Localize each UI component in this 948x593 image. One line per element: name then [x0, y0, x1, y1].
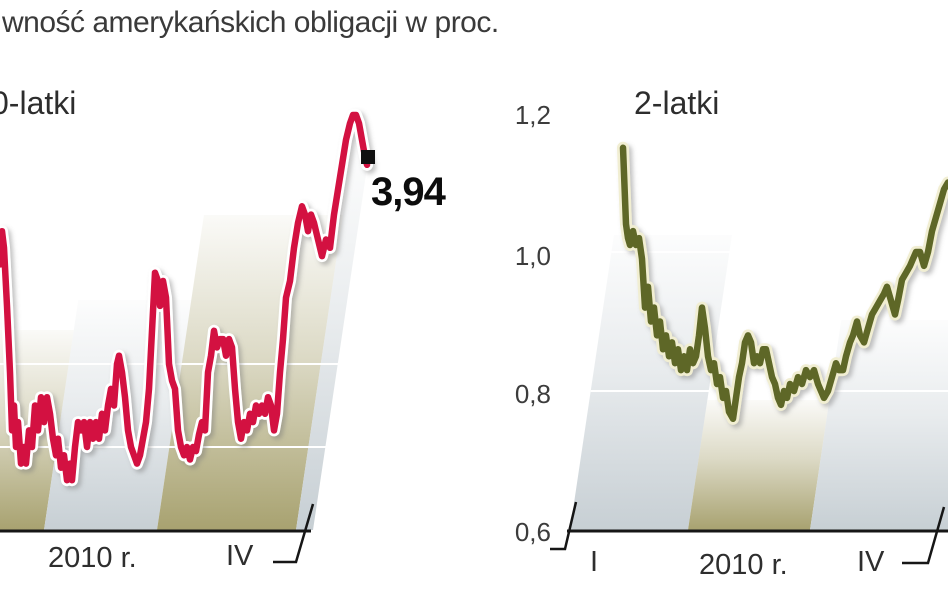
yield-line	[0, 111, 371, 484]
y-tick-0-6: 0,6	[514, 517, 551, 547]
quarter-band-gray	[44, 300, 192, 530]
x-label-year-10y: 2010 r.	[48, 542, 137, 574]
chart-title-2y: 2-latki	[634, 85, 720, 121]
x-label-quarter-i-2y: I	[590, 546, 599, 578]
x-label-year-2y: 2010 r.	[699, 549, 788, 581]
y-tick-1-2: 1,2	[514, 100, 551, 130]
quarter-band-olive	[0, 330, 74, 530]
quarter-band-gray	[810, 320, 948, 530]
quarter-band-olive	[157, 215, 343, 530]
x-label-quarter-iv-10y: IV	[226, 540, 254, 572]
axis-end-tick	[550, 501, 578, 551]
series-end-marker	[361, 150, 375, 164]
end-value-label: 3,94	[371, 170, 446, 214]
quarter-band-gray	[570, 235, 732, 530]
axis-end-tick	[902, 506, 946, 565]
axis-end-tick	[273, 503, 315, 564]
page-title: wność amerykańskich obligacji w proc.	[2, 6, 499, 39]
yield-line-halo	[0, 109, 373, 487]
quarter-band-olive	[688, 400, 830, 530]
yield-line-halo	[617, 141, 948, 425]
x-label-quarter-iv-2y: IV	[857, 546, 885, 578]
chart-title-10y: 0-latki	[0, 85, 77, 121]
yield-line	[619, 144, 948, 423]
y-tick-1-0: 1,0	[514, 241, 551, 271]
quarter-band-gray	[296, 150, 370, 530]
y-tick-0-8: 0,8	[514, 379, 551, 409]
